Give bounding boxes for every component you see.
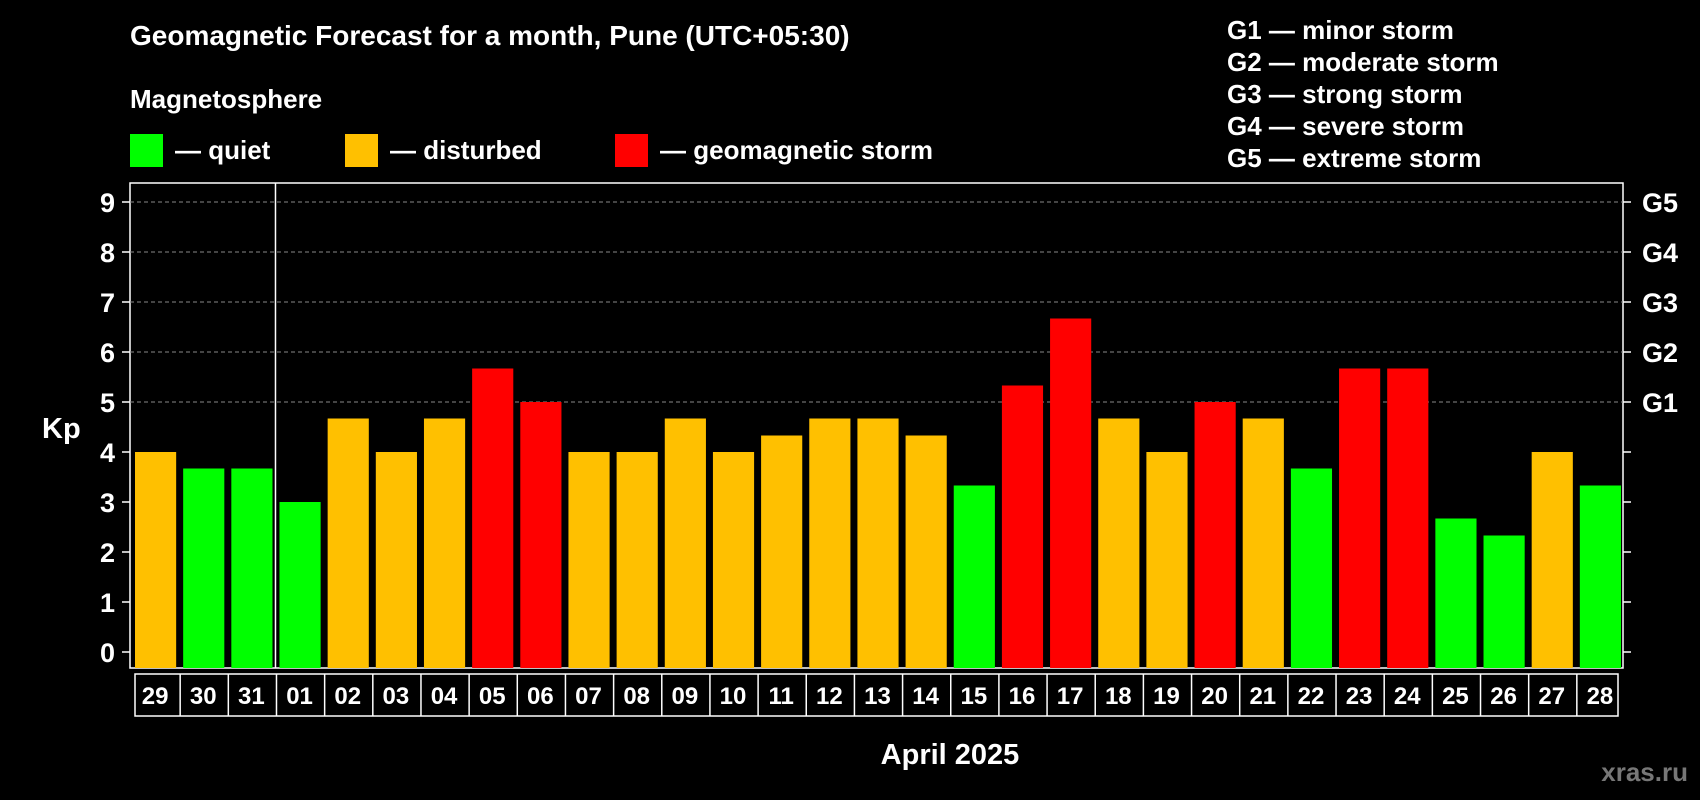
x-tick-label-27: 27 (1538, 683, 1565, 710)
bar-17 (1050, 318, 1092, 668)
storm-scale-g2: G2 — moderate storm (1227, 47, 1499, 77)
bar-11 (761, 435, 803, 668)
bar-16 (1001, 385, 1044, 668)
x-tick-label-02: 02 (334, 683, 361, 710)
watermark: xras.ru (1601, 757, 1688, 787)
y-tick-label: 5 (100, 388, 115, 418)
x-tick-label-18: 18 (1105, 683, 1132, 710)
storm-scale-list: G1 — minor storm G2 — moderate storm G3 … (1227, 14, 1499, 174)
g-level-label: G1 (1642, 388, 1678, 418)
storm-scale-g4: G4 — severe storm (1227, 111, 1465, 141)
x-tick-label-19: 19 (1153, 683, 1180, 710)
x-tick-label-16: 16 (1009, 683, 1036, 710)
g-level-label: G5 (1642, 188, 1678, 218)
bar-04 (423, 418, 466, 668)
x-tick-label-06: 06 (527, 683, 554, 710)
bar-23 (1339, 368, 1381, 668)
x-tick-label-23: 23 (1346, 683, 1373, 710)
storm-scale-g5: G5 — extreme storm (1227, 143, 1482, 173)
x-tick-label-12: 12 (816, 683, 843, 710)
x-tick-label-09: 09 (672, 683, 699, 710)
x-tick-label-11: 11 (768, 683, 793, 710)
bar-01 (279, 502, 321, 668)
bar-21 (1242, 418, 1284, 668)
x-tick-label-20: 20 (1201, 683, 1228, 710)
bar-12 (809, 418, 851, 668)
x-tick-label-17: 17 (1057, 683, 1084, 710)
bar-25 (1435, 518, 1477, 668)
bar-09 (664, 418, 706, 668)
x-tick-label-03: 03 (383, 683, 410, 710)
bar-31 (231, 468, 273, 668)
legend-heading: Magnetosphere (130, 84, 323, 114)
legend-storm-swatch (615, 134, 648, 167)
x-tick-label-08: 08 (623, 683, 650, 710)
x-tick-label-30: 30 (190, 683, 217, 710)
x-tick-label-07: 07 (575, 683, 602, 710)
y-tick-label: 1 (100, 588, 115, 618)
y-tick-label: 7 (100, 288, 115, 318)
x-tick-label-15: 15 (960, 683, 987, 710)
x-tick-label-29: 29 (142, 683, 169, 710)
x-label-box (134, 673, 1619, 717)
g-level-label: G4 (1642, 238, 1678, 268)
y-tick-label: 2 (100, 538, 115, 568)
chart-title: Geomagnetic Forecast for a month, Pune (… (130, 20, 850, 51)
bar-26 (1483, 535, 1525, 668)
y-tick-label: 8 (100, 238, 115, 268)
bar-13 (857, 418, 899, 668)
x-tick-label-25: 25 (1442, 683, 1469, 710)
bar-20 (1194, 402, 1236, 668)
bar-22 (1290, 468, 1333, 668)
y-axis-label: Kp (42, 413, 81, 445)
x-tick-label-01: 01 (286, 683, 313, 710)
x-tick-label-04: 04 (431, 683, 458, 710)
y-tick-label: 3 (100, 488, 115, 518)
bar-06 (520, 402, 562, 668)
g-level-label: G2 (1642, 338, 1678, 368)
x-tick-label-31: 31 (238, 683, 265, 710)
x-tick-label-22: 22 (1298, 683, 1325, 710)
bar-24 (1387, 368, 1429, 668)
x-tick-label-21: 21 (1249, 683, 1276, 710)
storm-scale-g3: G3 — strong storm (1227, 79, 1463, 109)
bar-27 (1531, 452, 1573, 668)
y-tick-label: 4 (100, 438, 115, 468)
bar-19 (1146, 452, 1188, 668)
legend-storm-label: — geomagnetic storm (660, 135, 934, 165)
x-tick-label-13: 13 (864, 683, 891, 710)
bar-28 (1579, 485, 1621, 668)
legend-quiet-swatch (130, 134, 163, 167)
y-tick-label: 9 (100, 188, 115, 218)
y-tick-label: 0 (100, 638, 115, 668)
bar-05 (472, 368, 514, 668)
bar-02 (327, 418, 369, 668)
bar-10 (712, 452, 755, 668)
legend-disturbed: — disturbed (345, 134, 542, 167)
x-tick-label-24: 24 (1394, 683, 1421, 710)
x-tick-label-28: 28 (1587, 683, 1614, 710)
x-tick-label-10: 10 (720, 683, 747, 710)
storm-scale-g1: G1 — minor storm (1227, 15, 1454, 45)
bar-14 (905, 435, 947, 668)
x-tick-label-26: 26 (1490, 683, 1517, 710)
legend-disturbed-swatch (345, 134, 378, 167)
x-axis-label: April 2025 (881, 739, 1020, 771)
y-tick-label: 6 (100, 338, 115, 368)
legend-disturbed-label: — disturbed (390, 135, 542, 165)
bar-30 (183, 468, 225, 668)
bar-07 (568, 452, 610, 668)
bar-03 (375, 452, 417, 668)
bar-08 (616, 452, 658, 668)
legend-quiet-label: — quiet (175, 135, 271, 165)
x-tick-label-14: 14 (912, 683, 939, 710)
bar-18 (1098, 418, 1140, 668)
bar-15 (953, 485, 995, 668)
g-level-label: G3 (1642, 288, 1678, 318)
bar-29 (135, 452, 177, 668)
legend-quiet: — quiet (130, 134, 270, 167)
legend-storm: — geomagnetic storm (615, 134, 933, 167)
x-tick-label-05: 05 (479, 683, 506, 710)
